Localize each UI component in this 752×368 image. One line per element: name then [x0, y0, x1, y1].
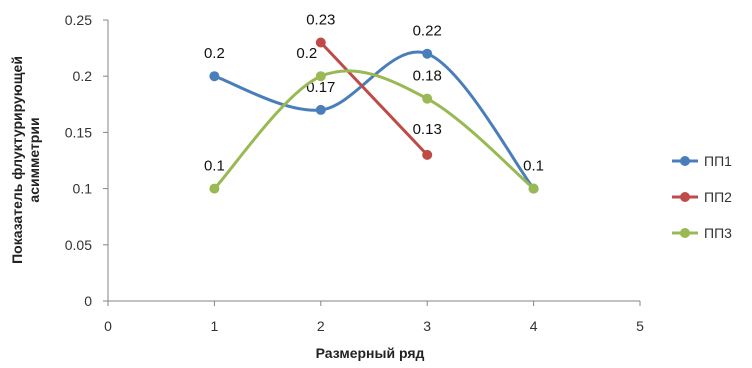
data-label: 0.1 — [523, 158, 544, 175]
data-label: 0.1 — [204, 158, 225, 175]
data-label: 0.17 — [306, 79, 335, 96]
x-tick-label: 0 — [104, 318, 112, 334]
data-label: 0.2 — [296, 45, 317, 62]
data-point-ПП1 — [422, 48, 433, 59]
data-point-ПП1 — [315, 104, 326, 115]
data-label: 0.22 — [413, 23, 442, 40]
data-point-ПП2 — [422, 149, 433, 160]
x-tick-label: 3 — [423, 318, 431, 334]
data-point-ПП3 — [209, 183, 220, 194]
x-tick-label: 5 — [636, 318, 644, 334]
data-point-ПП3 — [422, 93, 433, 104]
x-tick-label: 1 — [211, 318, 219, 334]
legend-marker-ПП3 — [680, 228, 690, 238]
y-axis-title-line: асимметрии — [26, 117, 42, 202]
data-label: 0.23 — [306, 11, 335, 28]
y-tick-label: 0.05 — [65, 237, 92, 253]
legend-marker-ПП1 — [680, 156, 690, 166]
series-line-ПП3 — [213, 69, 535, 190]
y-tick-label: 0 — [84, 293, 92, 309]
x-tick-label: 2 — [317, 318, 325, 334]
x-axis-title: Размерный ряд — [316, 345, 425, 361]
legend-marker-ПП2 — [680, 192, 690, 202]
legend-label: ПП1 — [704, 153, 732, 169]
legend-label: ПП3 — [704, 225, 732, 241]
data-point-ПП3 — [315, 71, 326, 82]
data-point-ПП1 — [209, 71, 220, 82]
y-tick-label: 0.25 — [65, 12, 92, 28]
data-label: 0.18 — [413, 68, 442, 85]
y-axis-title-line: Показатель флуктурирующей — [9, 56, 25, 264]
series-line-ПП1 — [213, 50, 535, 190]
y-axis-title: Показатель флуктурирующейасимметрии — [9, 56, 42, 264]
data-label: 0.2 — [204, 45, 225, 62]
legend-label: ПП2 — [704, 189, 732, 205]
data-label: 0.13 — [413, 121, 442, 138]
y-tick-label: 0.1 — [73, 181, 93, 197]
y-tick-label: 0.15 — [65, 124, 92, 140]
data-point-ПП3 — [528, 183, 539, 194]
x-tick-label: 4 — [530, 318, 538, 334]
series-line-ПП2 — [319, 41, 429, 156]
y-tick-label: 0.2 — [73, 68, 93, 84]
data-point-ПП2 — [315, 37, 326, 48]
